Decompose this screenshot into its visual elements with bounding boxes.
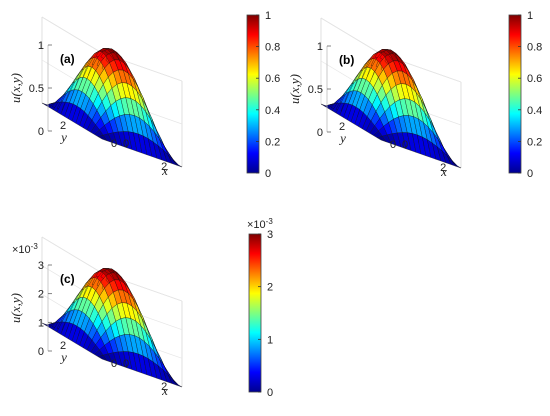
z-multiplier: ×10-3 bbox=[12, 242, 38, 256]
colorbar-tick-label: 0.4 bbox=[527, 105, 542, 117]
surface-patch bbox=[452, 160, 462, 169]
z-axis-label: u(x,y) bbox=[8, 293, 23, 323]
x-tick-label: 2 bbox=[440, 162, 446, 174]
colorbar-tick-label: 3 bbox=[267, 229, 273, 241]
z-axis: 0 1 2 3 u(x,y) ×10-3 bbox=[8, 242, 52, 358]
colorbar-tick-label: 1 bbox=[527, 10, 533, 22]
z-tick-label: 1 bbox=[317, 41, 323, 53]
x-axis-label: x bbox=[161, 163, 168, 178]
surface-mesh bbox=[41, 48, 183, 168]
colorbar-tick-label: 1 bbox=[265, 10, 271, 22]
x-axis-label: x bbox=[440, 164, 447, 179]
y-tick-label: 2 bbox=[60, 340, 66, 352]
x-tick-label: 0 bbox=[123, 358, 129, 370]
z-axis: 0 0.5 1 u(x,y) bbox=[287, 41, 331, 139]
z-tick-label: 1 bbox=[38, 317, 44, 329]
panel-label: (b) bbox=[339, 53, 354, 67]
z-multiplier-exponent: -3 bbox=[31, 242, 39, 251]
z-axis-label: u(x,y) bbox=[287, 74, 302, 104]
y-tick-label: 2 bbox=[60, 120, 66, 132]
colorbar-tick-label: 0.2 bbox=[527, 136, 542, 148]
y-tick-label: 0 bbox=[111, 358, 117, 370]
y-tick-label: 0 bbox=[111, 138, 117, 150]
y-tick-label: 2 bbox=[339, 121, 345, 133]
colorbar-tick-label: 0 bbox=[265, 168, 271, 180]
colorbar-tick-label: 0.4 bbox=[265, 105, 280, 117]
z-tick-label: 2 bbox=[38, 289, 44, 301]
z-tick-label: 1 bbox=[38, 40, 44, 52]
x-tick-label: 2 bbox=[161, 381, 167, 393]
y-axis-label: y bbox=[338, 131, 346, 146]
colorbar-gradient bbox=[508, 14, 522, 174]
colorbar-tick-label: 2 bbox=[267, 282, 273, 294]
colorbar-tick-label: 1 bbox=[267, 334, 273, 346]
z-tick-label: 0 bbox=[317, 127, 323, 139]
surface-patch bbox=[173, 379, 183, 388]
x-tick-label: 0 bbox=[402, 139, 408, 151]
panel-label: (a) bbox=[60, 52, 75, 66]
colorbar: 0 0.2 0.4 0.6 0.8 1 bbox=[246, 10, 280, 180]
z-tick-label: 0.5 bbox=[308, 84, 323, 96]
y-axis-label: y bbox=[59, 350, 67, 365]
colorbar-tick-label: 0.2 bbox=[265, 136, 280, 148]
surface-mesh bbox=[320, 49, 462, 169]
z-tick-label: 3 bbox=[38, 260, 44, 272]
surface-patch bbox=[173, 159, 183, 168]
surface-mesh bbox=[41, 268, 183, 388]
colorbar-multiplier-exponent: -3 bbox=[266, 217, 274, 226]
z-tick-label: 0 bbox=[38, 346, 44, 358]
colorbar-tick-label: 0.6 bbox=[265, 73, 280, 85]
z-tick-label: 0 bbox=[38, 126, 44, 138]
colorbar-tick-label: 0 bbox=[267, 387, 273, 399]
x-tick-label: 2 bbox=[161, 161, 167, 173]
z-axis-label: u(x,y) bbox=[8, 73, 23, 103]
x-axis-label: x bbox=[161, 383, 168, 398]
panel-label: (c) bbox=[60, 272, 75, 286]
colorbar-tick-label: 0.8 bbox=[265, 42, 280, 54]
colorbar-gradient bbox=[246, 14, 260, 174]
colorbar-tick-label: 0.8 bbox=[527, 42, 542, 54]
y-axis-label: y bbox=[59, 130, 67, 145]
z-axis: 0 0.5 1 u(x,y) bbox=[8, 40, 52, 138]
colorbar: 0 0.2 0.4 0.6 0.8 1 bbox=[508, 10, 542, 180]
z-tick-label: 0.5 bbox=[29, 83, 44, 95]
colorbar-tick-label: 0 bbox=[527, 168, 533, 180]
colorbar-gradient bbox=[248, 233, 262, 393]
colorbar-tick-label: 0.6 bbox=[527, 73, 542, 85]
y-tick-label: 0 bbox=[390, 139, 396, 151]
x-tick-label: 0 bbox=[123, 138, 129, 150]
